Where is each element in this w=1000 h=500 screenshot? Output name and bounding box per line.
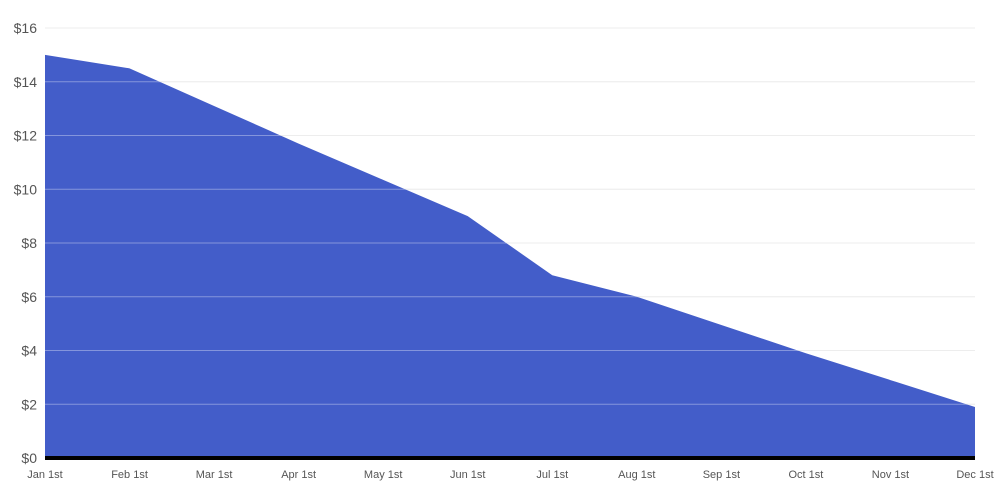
x-tick-label: Mar 1st [196, 469, 233, 481]
area-layer [45, 54, 975, 458]
y-tick-label: $8 [21, 235, 37, 251]
x-tick-label: Jul 1st [536, 469, 568, 481]
area-series [45, 54, 975, 458]
y-tick-label: $10 [14, 181, 38, 197]
y-tick-label: $0 [21, 450, 37, 466]
y-tick-label: $6 [21, 289, 37, 305]
x-tick-label: Aug 1st [618, 469, 655, 481]
x-axis: Jan 1st Feb 1st Mar 1st Apr 1st May 1st Jun 1… [27, 456, 994, 481]
x-tick-label: Nov 1st [872, 469, 909, 481]
y-axis: $0 $2 $4 $6 $8 $10 $12 $14 $16 [14, 20, 38, 466]
x-tick-label: Apr 1st [281, 469, 316, 481]
x-tick-label: May 1st [364, 469, 403, 481]
y-tick-label: $2 [21, 396, 37, 412]
x-tick-label: Sep 1st [703, 469, 740, 481]
grid-overlay-layer [45, 27, 975, 405]
x-tick-label: Jun 1st [450, 469, 485, 481]
y-tick-label: $4 [21, 343, 37, 359]
y-tick-label: $14 [14, 74, 38, 90]
x-tick-label: Jan 1st [27, 469, 62, 481]
y-tick-label: $16 [14, 20, 38, 36]
y-tick-label: $12 [14, 128, 38, 144]
x-tick-label: Oct 1st [788, 469, 823, 481]
x-tick-label: Dec 1st [956, 469, 993, 481]
x-tick-label: Feb 1st [111, 469, 148, 481]
